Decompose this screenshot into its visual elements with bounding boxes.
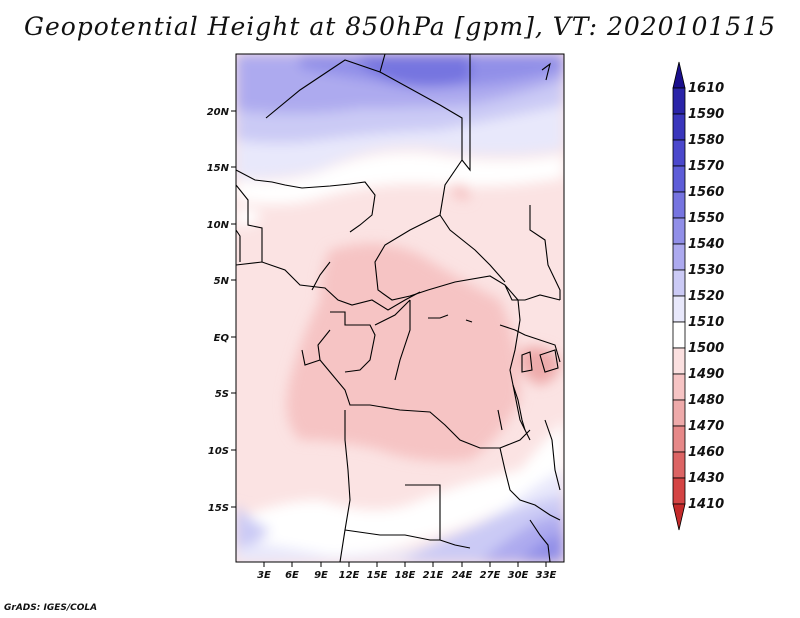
colorbar-label: 1470 (688, 419, 724, 434)
colorbar-label: 1490 (688, 367, 724, 382)
country-borders (236, 54, 561, 562)
lat-label: EQ (214, 333, 230, 344)
footer-credit: GrADS: IGES/COLA (4, 603, 98, 613)
colorbar-segment (672, 503, 686, 531)
colorbar-label: 1530 (688, 263, 724, 278)
lon-label: 18E (395, 570, 416, 581)
colorbar-label: 1610 (688, 81, 724, 96)
colorbar-segment (672, 269, 686, 297)
map-frame (235, 53, 565, 563)
colorbar-segment (672, 191, 686, 219)
colorbar-label: 1460 (688, 445, 724, 460)
colorbar-segment (672, 139, 686, 167)
colorbar-label: 1540 (688, 237, 724, 252)
colorbar (672, 61, 686, 531)
colorbar-labels: 1610 1590 1580 1570 1560 1550 1540 1530 … (688, 81, 724, 512)
lat-label: 5S (215, 389, 229, 400)
lon-label: 27E (480, 570, 501, 581)
lon-label: 21E (423, 570, 444, 581)
lon-label: 9E (314, 570, 328, 581)
colorbar-label: 1430 (688, 471, 724, 486)
colorbar-label: 1570 (688, 159, 724, 174)
colorbar-segment (672, 425, 686, 453)
colorbar-label: 1410 (688, 497, 724, 512)
colorbar-segment (672, 399, 686, 427)
lat-label: 20N (207, 107, 230, 118)
colorbar-segment (672, 217, 686, 245)
colorbar-segment (672, 87, 686, 115)
colorbar-segment (672, 347, 686, 375)
colorbar-label: 1580 (688, 133, 724, 148)
lon-label: 12E (339, 570, 360, 581)
colorbar-label: 1550 (688, 211, 724, 226)
lon-label: 24E (452, 570, 473, 581)
lon-label: 15E (367, 570, 388, 581)
colorbar-label: 1590 (688, 107, 724, 122)
colorbar-label: 1560 (688, 185, 724, 200)
lat-label: 5N (214, 276, 230, 287)
colorbar-label: 1510 (688, 315, 724, 330)
colorbar-segment (672, 373, 686, 401)
lon-label: 6E (285, 570, 299, 581)
lon-label: 3E (257, 570, 271, 581)
colorbar-label: 1500 (688, 341, 724, 356)
lat-axis: 20N 15N 10N 5N EQ 5S 10S 15S (207, 107, 236, 514)
lon-label: 33E (536, 570, 557, 581)
lat-label: 10N (207, 220, 230, 231)
chart-title: Geopotential Height at 850hPa [gpm], VT:… (23, 12, 777, 41)
colorbar-segment (672, 295, 686, 323)
colorbar-label: 1520 (688, 289, 724, 304)
colorbar-segment (672, 165, 686, 193)
lon-axis: 3E 6E 9E 12E 15E 18E 21E 24E 27E 30E 33E (257, 562, 557, 581)
colorbar-label: 1480 (688, 393, 724, 408)
lat-label: 15N (207, 163, 230, 174)
lon-label: 30E (508, 570, 529, 581)
colorbar-segment (672, 113, 686, 141)
colorbar-segment (672, 61, 686, 89)
height-field (236, 54, 564, 562)
colorbar-segment (672, 477, 686, 505)
lat-label: 10S (208, 446, 229, 457)
colorbar-segment (672, 321, 686, 349)
colorbar-segment (672, 243, 686, 271)
lat-label: 15S (208, 503, 229, 514)
colorbar-segment (672, 451, 686, 479)
